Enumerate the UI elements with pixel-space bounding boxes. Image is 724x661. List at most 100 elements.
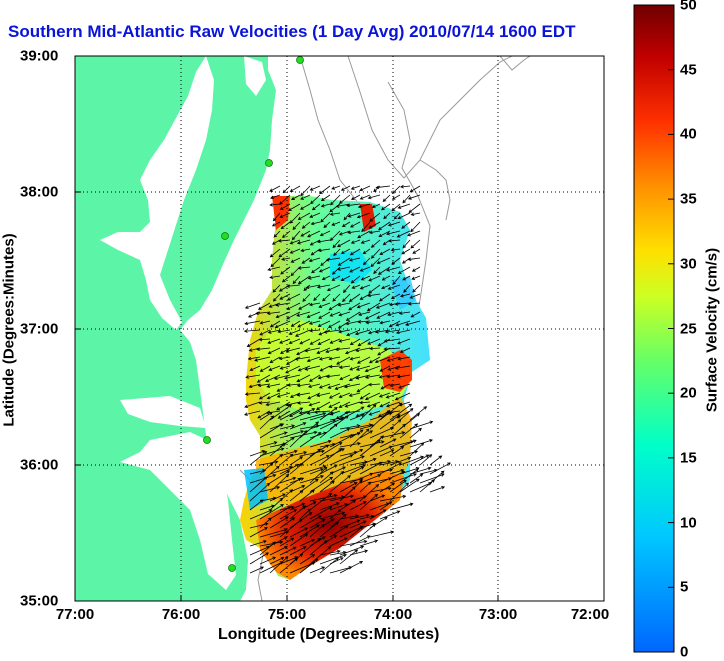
velocity-arrow [269, 473, 290, 493]
velocity-arrow [309, 212, 321, 218]
velocity-arrow [289, 212, 301, 224]
velocity-arrow [289, 430, 308, 448]
velocity-arrow [285, 347, 301, 353]
velocity-arrow [299, 474, 325, 484]
velocity-arrow [359, 439, 381, 457]
velocity-arrow [384, 329, 401, 334]
velocity-arrow [317, 320, 331, 328]
map-title: Southern Mid-Atlantic Raw Velocities (1 … [8, 22, 576, 41]
velocity-arrow [275, 302, 291, 307]
velocity-arrow [318, 383, 331, 389]
velocity-arrow [337, 302, 351, 307]
velocity-arrow [299, 421, 320, 439]
velocity-arrow [320, 203, 331, 208]
velocity-arrow [313, 293, 321, 301]
velocity-arrow [334, 347, 351, 352]
x-tick-label: 75:00 [267, 606, 307, 623]
velocity-arrow [367, 338, 381, 345]
velocity-arrow [268, 365, 281, 371]
velocity-arrow [356, 383, 371, 393]
velocity-arrow [243, 329, 261, 333]
velocity-arrow [339, 194, 351, 204]
velocity-arrow [309, 185, 321, 191]
velocity-arrow [269, 516, 289, 529]
velocity-arrow [265, 374, 281, 383]
velocity-arrow [285, 284, 301, 288]
velocity-arrow [291, 230, 301, 241]
velocity-arrow [381, 203, 391, 211]
velocity-arrow [356, 356, 371, 364]
velocity-arrow [329, 475, 351, 493]
velocity-arrow [359, 461, 383, 475]
velocity-arrow [379, 431, 406, 439]
velocity-arrow [289, 490, 304, 502]
velocity-arrow [273, 230, 281, 238]
velocity-arrow [370, 248, 381, 259]
velocity-arrow [247, 311, 261, 318]
velocity-arrow [349, 549, 369, 556]
velocity-arrow [269, 493, 286, 502]
velocity-arrow [369, 445, 393, 457]
velocity-arrow [368, 410, 381, 416]
velocity-arrow [388, 302, 401, 307]
velocity-arrow [319, 471, 334, 484]
velocity-arrow [339, 514, 360, 520]
velocity-arrow [299, 537, 322, 556]
velocity-arrow [280, 347, 291, 354]
velocity-arrow [339, 499, 357, 511]
velocity-arrow [282, 185, 291, 194]
velocity-arrow [301, 221, 311, 229]
delaware-bay [244, 56, 266, 96]
velocity-arrow [249, 566, 265, 574]
velocity-arrow [259, 415, 275, 430]
velocity-arrow [343, 383, 361, 389]
velocity-arrow [345, 320, 361, 326]
velocity-arrow [383, 338, 401, 343]
velocity-arrow [249, 473, 277, 484]
velocity-arrow [279, 430, 305, 439]
velocity-arrow [267, 347, 281, 355]
velocity-arrow [369, 486, 392, 493]
velocity-arrow [367, 293, 381, 298]
velocity-arrow [296, 311, 311, 317]
velocity-arrow [387, 311, 401, 317]
velocity-arrow [249, 509, 273, 520]
velocity-arrow [328, 364, 341, 369]
velocity-arrow [391, 257, 401, 265]
velocity-arrow [308, 320, 321, 325]
velocity-arrow [294, 329, 311, 337]
velocity-arrow [349, 338, 361, 345]
velocity-arrow [307, 392, 321, 400]
velocity-arrow [386, 374, 401, 379]
velocity-arrow [349, 356, 361, 361]
velocity-arrow [309, 466, 328, 484]
velocity-arrow [249, 450, 268, 466]
velocity-arrow [359, 185, 371, 192]
velocity-arrow [329, 503, 349, 511]
velocity-arrow [368, 275, 381, 282]
velocity-arrow [338, 365, 351, 369]
velocity-arrow [369, 346, 381, 351]
velocity-arrow [347, 212, 361, 218]
velocity-arrow [308, 257, 321, 263]
velocity-arrow [281, 257, 291, 261]
velocity-arrow [350, 221, 361, 228]
velocity-arrow [259, 423, 283, 439]
velocity-arrow [379, 402, 403, 421]
velocity-arrow [338, 329, 351, 334]
velocity-arrow [248, 383, 261, 389]
velocity-arrow [365, 320, 381, 325]
chesapeake-bay [100, 56, 214, 330]
velocity-arrow [325, 257, 341, 262]
velocity-arrow [299, 448, 322, 466]
velocity-arrow [350, 194, 361, 200]
velocity-arrow [315, 401, 331, 410]
velocity-arrow [269, 545, 288, 556]
velocity-arrow [279, 293, 291, 300]
velocity-arrow [309, 546, 332, 565]
velocity-arrow [419, 479, 436, 493]
velocity-arrow [296, 347, 311, 356]
velocity-arrow [289, 408, 316, 421]
velocity-arrow [299, 338, 311, 345]
